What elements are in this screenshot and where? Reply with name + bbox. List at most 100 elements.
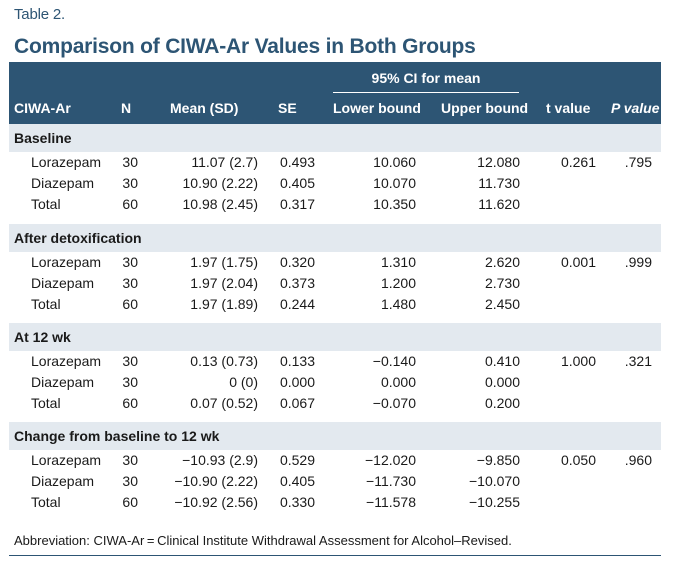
header-p-value: P value (611, 100, 660, 116)
cell-n: 30 (122, 452, 138, 468)
cell-lower-bound: 0.000 (380, 374, 416, 390)
cell-p-value: .999 (624, 254, 652, 270)
cell-group: Total (31, 494, 61, 510)
cell-p-value: .321 (624, 353, 652, 369)
cell-lower-bound: −11.730 (366, 473, 416, 489)
header-se: SE (278, 100, 297, 116)
cell-se: 0.000 (279, 374, 315, 390)
cell-upper-bound: 11.730 (478, 175, 520, 191)
cell-group: Diazepam (31, 374, 95, 390)
cell-group: Lorazepam (31, 254, 102, 270)
section-label: At 12 wk (14, 329, 71, 345)
cell-se: 0.320 (279, 254, 315, 270)
cell-lower-bound: 1.480 (380, 296, 416, 312)
table-label: Table 2. (14, 6, 65, 23)
cell-group: Lorazepam (31, 452, 102, 468)
cell-mean-sd: 1.97 (2.04) (190, 275, 258, 291)
header-t-value: t value (546, 100, 591, 116)
cell-upper-bound: 2.620 (484, 254, 520, 270)
cell-upper-bound: 0.200 (484, 395, 520, 411)
cell-mean-sd: 1.97 (1.89) (190, 296, 258, 312)
footnote: Abbreviation: CIWA-Ar = Clinical Institu… (14, 533, 512, 548)
cell-lower-bound: 1.200 (380, 275, 416, 291)
cell-se: 0.493 (279, 154, 315, 170)
cell-upper-bound: −10.255 (469, 494, 520, 510)
cell-group: Lorazepam (31, 353, 102, 369)
header-upper-bound: Upper bound (441, 100, 529, 116)
cell-n: 30 (122, 275, 138, 291)
cell-mean-sd: 10.90 (2.22) (182, 175, 259, 191)
cell-upper-bound: −10.070 (469, 473, 520, 489)
cell-lower-bound: 10.060 (373, 154, 416, 170)
cell-n: 60 (122, 196, 138, 212)
cell-upper-bound: −9.850 (476, 452, 520, 468)
header-n: N (121, 100, 132, 116)
cell-t-value: 0.261 (560, 154, 596, 170)
cell-group: Total (31, 296, 61, 312)
cell-mean-sd: 0 (0) (229, 374, 258, 390)
section-label: Baseline (14, 130, 72, 146)
header-lower-bound: Lower bound (333, 100, 421, 116)
cell-n: 30 (122, 353, 138, 369)
ci-group-rule (333, 92, 519, 93)
cell-n: 30 (122, 254, 138, 270)
table-header: 95% CI for mean CIWA-Ar N Mean (SD) SE L… (9, 62, 661, 124)
cell-se: 0.067 (279, 395, 315, 411)
cell-se: 0.405 (279, 175, 315, 191)
cell-mean-sd: 10.98 (2.45) (182, 196, 259, 212)
header-ciwa-ar: CIWA-Ar (14, 100, 71, 116)
bottom-rule (9, 555, 661, 556)
cell-lower-bound: 1.310 (380, 254, 416, 270)
cell-upper-bound: 11.620 (478, 196, 520, 212)
cell-t-value: 0.050 (560, 452, 596, 468)
cell-mean-sd: 11.07 (2.7) (191, 154, 258, 170)
cell-upper-bound: 12.080 (477, 154, 520, 170)
cell-upper-bound: 0.000 (484, 374, 520, 390)
cell-lower-bound: −0.140 (372, 353, 416, 369)
cell-upper-bound: 2.730 (484, 275, 520, 291)
cell-mean-sd: −10.93 (2.9) (182, 452, 258, 468)
cell-t-value: 0.001 (560, 254, 596, 270)
cell-group: Diazepam (31, 175, 95, 191)
cell-lower-bound: 10.350 (373, 196, 416, 212)
cell-n: 60 (122, 395, 138, 411)
table-title: Comparison of CIWA-Ar Values in Both Gro… (14, 35, 476, 58)
cell-t-value: 1.000 (560, 353, 596, 369)
cell-group: Total (31, 196, 61, 212)
ci-group-header: 95% CI for mean (371, 70, 481, 86)
cell-mean-sd: −10.92 (2.56) (174, 494, 258, 510)
section-header: Change from baseline to 12 wk (9, 422, 661, 450)
cell-mean-sd: 0.07 (0.52) (190, 395, 258, 411)
cell-se: 0.330 (279, 494, 315, 510)
cell-se: 0.244 (279, 296, 315, 312)
cell-p-value: .960 (624, 452, 652, 468)
cell-n: 30 (122, 473, 138, 489)
cell-n: 60 (122, 494, 138, 510)
cell-lower-bound: −12.020 (365, 452, 416, 468)
cell-n: 30 (122, 175, 138, 191)
cell-se: 0.529 (279, 452, 315, 468)
section-label: After detoxification (14, 230, 142, 246)
cell-group: Lorazepam (31, 154, 102, 170)
cell-upper-bound: 0.410 (484, 353, 520, 369)
cell-n: 30 (122, 154, 138, 170)
section-header: At 12 wk (9, 323, 661, 351)
cell-group: Diazepam (31, 473, 95, 489)
section-label: Change from baseline to 12 wk (14, 428, 220, 444)
cell-n: 30 (122, 374, 138, 390)
cell-se: 0.133 (279, 353, 315, 369)
header-mean-sd: Mean (SD) (170, 100, 239, 116)
cell-lower-bound: 10.070 (373, 175, 416, 191)
cell-p-value: .795 (624, 154, 652, 170)
cell-mean-sd: 1.97 (1.75) (190, 254, 258, 270)
cell-group: Diazepam (31, 275, 95, 291)
cell-lower-bound: −11.578 (366, 494, 416, 510)
cell-se: 0.373 (279, 275, 315, 291)
cell-mean-sd: −10.90 (2.22) (174, 473, 258, 489)
cell-se: 0.405 (279, 473, 315, 489)
cell-n: 60 (122, 296, 138, 312)
cell-mean-sd: 0.13 (0.73) (190, 353, 258, 369)
section-header: After detoxification (9, 224, 661, 252)
cell-group: Total (31, 395, 61, 411)
cell-se: 0.317 (279, 196, 315, 212)
